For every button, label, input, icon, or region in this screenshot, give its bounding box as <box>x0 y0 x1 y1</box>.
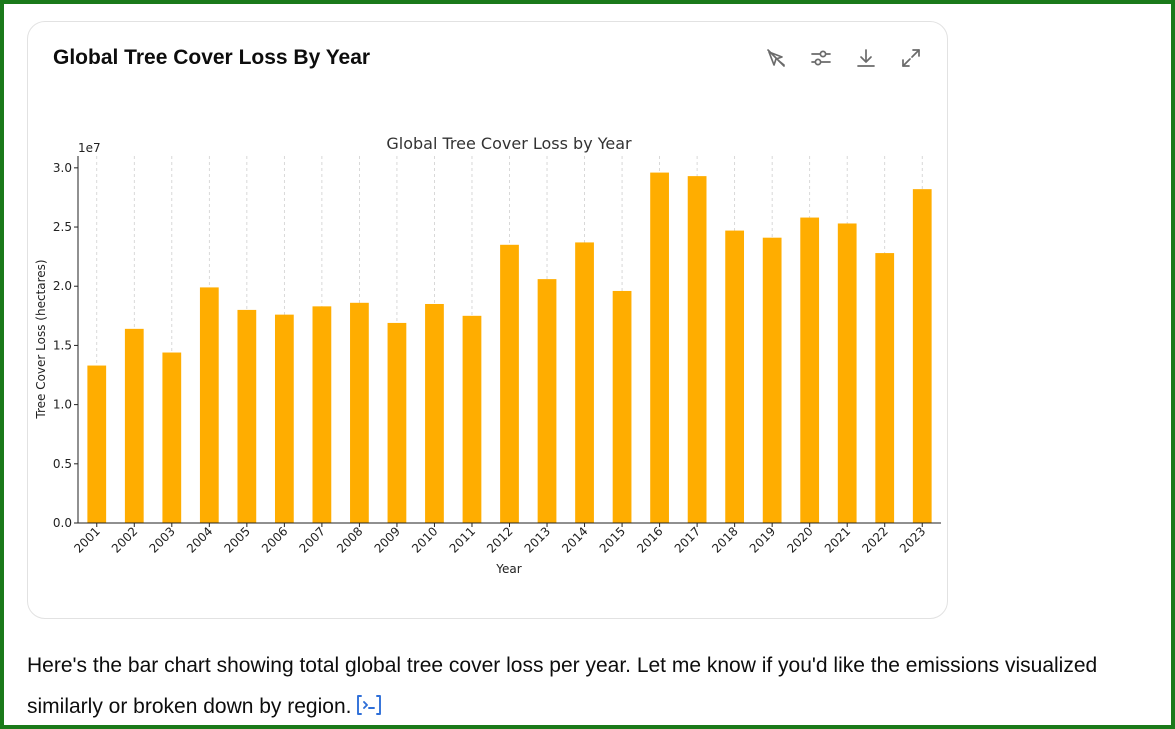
bar-2020 <box>800 217 820 524</box>
interactive-toggle-icon[interactable] <box>762 44 790 72</box>
chart-title: Global Tree Cover Loss by Year <box>386 134 632 153</box>
y-tick-label: 2.0 <box>53 279 72 293</box>
x-tick-label: 2004 <box>184 524 215 555</box>
bar-2003 <box>162 352 182 523</box>
bar-2007 <box>312 306 332 523</box>
axes-layer: 2001 2002 2003 2004 2005 2006 2007 2008 2009 2010… <box>53 156 941 556</box>
y-axis-offset-label: 1e7 <box>78 141 101 155</box>
x-tick-label: 2023 <box>897 524 928 555</box>
bar-2005 <box>237 309 257 523</box>
bar-2006 <box>274 314 294 523</box>
x-tick-label: 2001 <box>71 524 102 555</box>
x-tick-label: 2016 <box>634 524 665 555</box>
download-icon[interactable] <box>852 44 880 72</box>
bar-2015 <box>612 290 632 523</box>
x-tick-label: 2021 <box>822 524 853 555</box>
y-tick-label: 0.5 <box>53 457 72 471</box>
chart-toolbar <box>762 44 925 72</box>
x-tick-label: 2015 <box>597 524 628 555</box>
x-tick-label: 2014 <box>559 524 590 555</box>
x-tick-label: 2002 <box>109 524 140 555</box>
x-tick-label: 2018 <box>709 524 740 555</box>
x-tick-label: 2007 <box>297 524 328 555</box>
bar-2013 <box>537 279 557 523</box>
bar-2004 <box>199 287 219 523</box>
y-tick-label: 3.0 <box>53 161 72 175</box>
bar-2001 <box>87 365 107 523</box>
expand-icon[interactable] <box>897 44 925 72</box>
bar-2018 <box>725 230 745 524</box>
bar-2019 <box>762 237 782 523</box>
x-tick-label: 2019 <box>747 524 778 555</box>
x-tick-label: 2022 <box>859 524 890 555</box>
code-view-icon[interactable] <box>355 694 383 716</box>
x-tick-label: 2008 <box>334 524 365 555</box>
card-title: Global Tree Cover Loss By Year <box>53 46 371 69</box>
bar-2016 <box>650 172 669 523</box>
x-tick-label: 2009 <box>372 524 403 555</box>
message-text: Here's the bar chart showing total globa… <box>27 654 1098 718</box>
settings-sliders-icon[interactable] <box>807 44 835 72</box>
y-tick-label: 1.5 <box>53 338 72 352</box>
x-tick-label: 2005 <box>221 524 252 555</box>
bar-2011 <box>462 315 482 523</box>
x-axis-label: Year <box>495 562 521 576</box>
bar-2017 <box>687 176 707 524</box>
bar-2010 <box>425 303 444 523</box>
bars-layer <box>87 172 932 524</box>
x-tick-label: 2012 <box>484 524 515 555</box>
bar-2014 <box>575 242 594 523</box>
x-tick-label: 2003 <box>146 524 177 555</box>
x-tick-label: 2010 <box>409 524 440 555</box>
bar-2008 <box>350 302 369 523</box>
bar-2022 <box>875 253 895 523</box>
bar-2021 <box>837 223 857 523</box>
x-tick-label: 2011 <box>447 524 478 555</box>
x-tick-label: 2006 <box>259 524 290 555</box>
y-tick-label: 2.5 <box>53 220 72 234</box>
x-tick-label: 2020 <box>784 524 815 555</box>
bar-2012 <box>500 244 519 523</box>
y-tick-label: 1.0 <box>53 398 72 412</box>
x-tick-label: 2013 <box>522 524 553 555</box>
y-axis-label: Tree Cover Loss (hectares) <box>34 259 48 419</box>
x-tick-label: 2017 <box>672 524 703 555</box>
bar-2009 <box>387 322 407 523</box>
bar-2002 <box>124 328 144 523</box>
bar-2023 <box>912 189 932 524</box>
assistant-message: Here's the bar chart showing total globa… <box>27 645 1167 727</box>
y-tick-label: 0.0 <box>53 516 72 530</box>
